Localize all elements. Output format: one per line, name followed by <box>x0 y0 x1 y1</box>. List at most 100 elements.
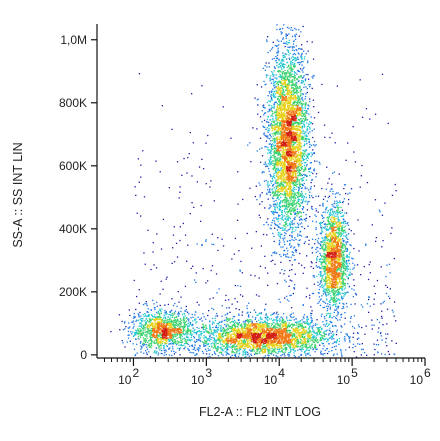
data-point <box>178 344 180 346</box>
data-point <box>179 333 182 336</box>
data-point <box>317 302 319 304</box>
data-point <box>289 348 291 350</box>
data-point <box>175 351 177 354</box>
data-point <box>309 191 311 193</box>
data-point <box>347 277 349 279</box>
data-point <box>271 71 273 73</box>
data-point <box>310 261 312 263</box>
data-point <box>375 237 377 239</box>
data-point <box>296 321 298 323</box>
data-point <box>325 247 327 249</box>
data-point <box>159 333 161 335</box>
data-point <box>381 310 383 312</box>
data-point <box>290 246 292 248</box>
data-point <box>237 319 240 322</box>
data-point <box>276 316 279 318</box>
data-point <box>205 344 207 346</box>
data-point <box>280 211 283 213</box>
data-point <box>263 171 265 173</box>
data-point <box>159 171 161 173</box>
data-point <box>297 58 299 60</box>
data-point <box>192 142 194 144</box>
data-point <box>241 326 243 329</box>
data-point <box>285 281 287 283</box>
data-point <box>346 248 349 251</box>
data-point <box>284 322 286 324</box>
data-point <box>256 128 258 130</box>
data-point <box>174 312 176 315</box>
data-point <box>288 351 290 354</box>
data-point <box>320 298 322 300</box>
data-point <box>300 341 302 343</box>
data-point <box>368 263 370 266</box>
data-point <box>184 326 186 328</box>
data-point <box>349 244 351 246</box>
data-point <box>304 143 306 146</box>
data-point <box>191 334 193 336</box>
data-point <box>284 351 287 353</box>
data-point <box>209 321 211 323</box>
data-point <box>150 337 152 339</box>
data-point <box>269 191 271 193</box>
data-point <box>308 146 311 148</box>
data-point <box>321 255 323 257</box>
data-point <box>149 322 151 324</box>
data-point <box>300 202 302 204</box>
data-point <box>277 218 279 220</box>
data-point <box>267 182 269 184</box>
data-point <box>209 355 211 358</box>
data-point <box>293 58 296 60</box>
data-point <box>290 69 292 71</box>
data-point <box>329 301 331 304</box>
data-point <box>274 141 277 143</box>
data-point <box>257 314 259 316</box>
data-point <box>163 320 165 322</box>
data-point <box>229 346 231 348</box>
data-point <box>205 240 207 242</box>
data-point <box>352 343 355 345</box>
data-point <box>337 204 339 206</box>
data-point <box>323 345 325 347</box>
data-point <box>163 317 165 319</box>
data-point <box>286 200 288 202</box>
data-point <box>301 52 303 55</box>
data-point <box>323 217 325 219</box>
data-point <box>322 243 325 245</box>
data-point <box>326 338 329 341</box>
data-point <box>136 352 138 354</box>
data-point <box>272 115 274 117</box>
data-point <box>147 308 149 310</box>
data-point <box>375 240 377 242</box>
data-point <box>344 294 346 296</box>
data-point <box>313 330 315 332</box>
data-point <box>270 136 272 138</box>
data-point <box>299 239 301 241</box>
data-point <box>282 38 284 40</box>
data-point <box>145 335 147 337</box>
data-point <box>289 228 291 230</box>
data-point <box>338 288 340 290</box>
data-point <box>280 201 282 203</box>
data-point <box>285 220 287 222</box>
data-point <box>176 256 179 258</box>
data-point <box>299 61 302 64</box>
data-point <box>186 336 188 338</box>
data-point <box>276 158 278 160</box>
data-point <box>303 195 306 198</box>
data-point <box>178 313 180 315</box>
data-point <box>164 312 166 314</box>
data-point <box>301 187 303 189</box>
data-point <box>304 158 306 161</box>
data-point <box>304 351 306 353</box>
data-point <box>184 329 186 331</box>
data-point <box>341 288 343 290</box>
data-point <box>317 250 319 252</box>
data-point <box>326 325 328 327</box>
data-point <box>196 330 198 333</box>
data-point <box>304 333 307 335</box>
data-point <box>319 224 322 226</box>
data-point <box>320 225 322 227</box>
data-point <box>303 352 306 354</box>
data-point <box>349 192 351 194</box>
data-point <box>324 332 326 335</box>
